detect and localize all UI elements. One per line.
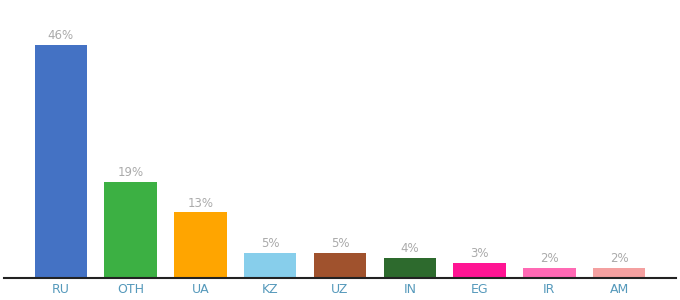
Bar <box>454 263 506 278</box>
Text: 3%: 3% <box>471 247 489 260</box>
Bar <box>523 268 575 278</box>
Text: 2%: 2% <box>610 252 628 265</box>
Bar <box>105 182 157 278</box>
Text: 46%: 46% <box>48 29 74 42</box>
Bar <box>593 268 645 278</box>
Text: 2%: 2% <box>540 252 559 265</box>
Bar <box>314 253 366 278</box>
Bar <box>35 45 87 278</box>
Text: 4%: 4% <box>401 242 419 255</box>
Text: 5%: 5% <box>261 237 279 250</box>
Text: 19%: 19% <box>118 166 143 179</box>
Text: 5%: 5% <box>330 237 350 250</box>
Bar <box>384 258 436 278</box>
Bar <box>174 212 226 278</box>
Bar <box>244 253 296 278</box>
Text: 13%: 13% <box>188 196 214 209</box>
